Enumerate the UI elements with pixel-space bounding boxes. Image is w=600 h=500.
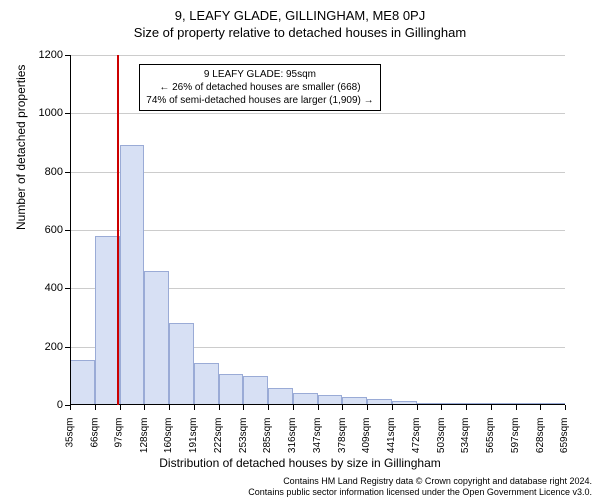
marker-line (117, 55, 119, 405)
x-tick-mark (144, 405, 145, 410)
x-axis-label: Distribution of detached houses by size … (0, 456, 600, 470)
histogram-bar (70, 360, 95, 405)
x-tick-mark (342, 405, 343, 410)
x-tick-label: 378sqm (337, 418, 348, 454)
x-tick-label: 35sqm (65, 418, 76, 448)
x-tick-label: 66sqm (89, 418, 100, 448)
footer-attribution: Contains HM Land Registry data © Crown c… (248, 476, 592, 499)
y-tick-label: 1200 (23, 49, 63, 61)
x-tick-mark (293, 405, 294, 410)
x-axis-line (70, 404, 565, 405)
x-tick-mark (516, 405, 517, 410)
x-tick-mark (392, 405, 393, 410)
info-box: 9 LEAFY GLADE: 95sqm← 26% of detached ho… (139, 64, 380, 111)
x-tick-mark (194, 405, 195, 410)
x-tick-label: 97sqm (114, 418, 125, 448)
histogram-bar (219, 374, 244, 405)
x-tick-label: 253sqm (238, 418, 249, 454)
title-address: 9, LEAFY GLADE, GILLINGHAM, ME8 0PJ (0, 8, 600, 23)
x-tick-label: 316sqm (287, 418, 298, 454)
x-tick-mark (268, 405, 269, 410)
y-tick-label: 800 (23, 166, 63, 178)
grid-line (70, 55, 565, 56)
x-tick-label: 191sqm (188, 418, 199, 454)
x-tick-label: 347sqm (312, 418, 323, 454)
y-tick-label: 0 (23, 399, 63, 411)
grid-line (70, 172, 565, 173)
grid-line (70, 113, 565, 114)
x-tick-mark (417, 405, 418, 410)
chart-container: 9, LEAFY GLADE, GILLINGHAM, ME8 0PJ Size… (0, 0, 600, 500)
x-tick-label: 534sqm (461, 418, 472, 454)
footer-line2: Contains public sector information licen… (248, 487, 592, 498)
y-axis-line (70, 55, 71, 405)
histogram-bar (120, 145, 145, 405)
y-tick-label: 200 (23, 341, 63, 353)
x-tick-label: 597sqm (510, 418, 521, 454)
footer-line1: Contains HM Land Registry data © Crown c… (248, 476, 592, 487)
x-tick-label: 472sqm (411, 418, 422, 454)
y-tick-label: 600 (23, 224, 63, 236)
x-tick-label: 628sqm (535, 418, 546, 454)
x-tick-mark (466, 405, 467, 410)
x-tick-label: 160sqm (164, 418, 175, 454)
x-tick-label: 409sqm (362, 418, 373, 454)
chart-plot-area: 35sqm66sqm97sqm128sqm160sqm191sqm222sqm2… (70, 55, 565, 405)
x-tick-label: 441sqm (386, 418, 397, 454)
histogram-bar (268, 388, 293, 406)
info-box-line2: ← 26% of detached houses are smaller (66… (146, 81, 373, 94)
y-tick-label: 400 (23, 282, 63, 294)
y-axis-label: Number of detached properties (14, 65, 28, 230)
histogram-bar (194, 363, 219, 405)
x-tick-mark (169, 405, 170, 410)
histogram-bar (169, 323, 194, 405)
grid-line (70, 230, 565, 231)
x-tick-mark (318, 405, 319, 410)
x-tick-label: 128sqm (139, 418, 150, 454)
info-box-line1: 9 LEAFY GLADE: 95sqm (146, 68, 373, 81)
x-tick-label: 285sqm (263, 418, 274, 454)
x-tick-mark (70, 405, 71, 410)
histogram-bar (95, 236, 120, 405)
title-subtitle: Size of property relative to detached ho… (0, 25, 600, 40)
x-tick-mark (441, 405, 442, 410)
x-tick-label: 659sqm (560, 418, 571, 454)
y-tick-label: 1000 (23, 107, 63, 119)
info-box-line3: 74% of semi-detached houses are larger (… (146, 94, 373, 107)
histogram-bar (144, 271, 169, 405)
histogram-bar (243, 376, 268, 405)
x-tick-label: 503sqm (436, 418, 447, 454)
x-tick-mark (243, 405, 244, 410)
x-tick-label: 222sqm (213, 418, 224, 454)
x-tick-mark (95, 405, 96, 410)
x-tick-mark (491, 405, 492, 410)
x-tick-mark (367, 405, 368, 410)
x-tick-mark (219, 405, 220, 410)
x-tick-mark (120, 405, 121, 410)
title-block: 9, LEAFY GLADE, GILLINGHAM, ME8 0PJ Size… (0, 0, 600, 40)
x-tick-label: 565sqm (485, 418, 496, 454)
x-tick-mark (565, 405, 566, 410)
x-tick-mark (540, 405, 541, 410)
